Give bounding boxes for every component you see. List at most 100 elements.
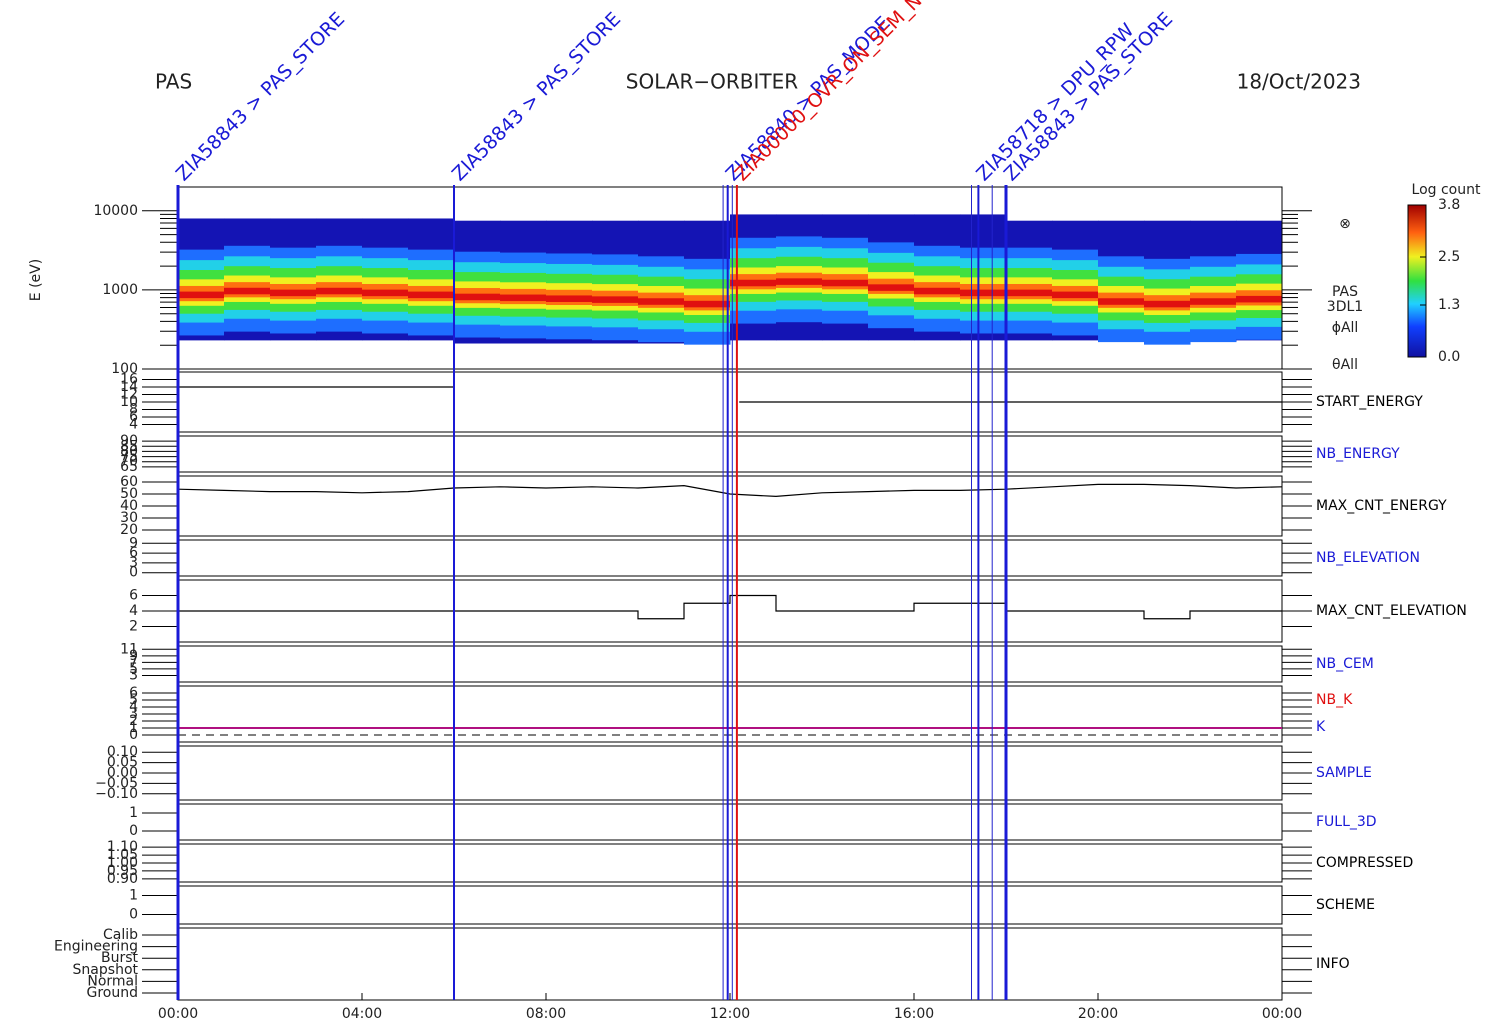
y-tick-label: 2 (129, 619, 138, 635)
y-tick-label: 0.90 (107, 871, 138, 887)
y-tick-label: 1 (129, 805, 138, 821)
spectrogram-band (316, 287, 363, 295)
panel-label: NB_K (1316, 692, 1353, 708)
colorbar-tick-label: 1.3 (1438, 297, 1460, 313)
panel-label: MAX_CNT_ENERGY (1316, 498, 1447, 514)
y-tick-label: 5 (129, 692, 138, 708)
y-tick-label: 10 (120, 394, 138, 410)
y-tick-label: 20 (120, 522, 138, 538)
y-tick-label: 16 (120, 372, 138, 388)
event-label: ZIA58843 > PAS_STORE (448, 8, 625, 185)
y-tick-label: 0.95 (107, 863, 138, 879)
spectrogram-band (776, 278, 823, 285)
panel-line (178, 594, 1282, 620)
y-tick-label: 11 (120, 641, 138, 657)
y-tick-label: 0.00 (107, 765, 138, 781)
spectrogram-band (684, 300, 731, 308)
panel-label: FULL_3D (1316, 814, 1377, 830)
spectrogram-band (500, 294, 547, 302)
panel-line (177, 483, 1283, 498)
spectrogram-band (454, 293, 501, 301)
y-tick-label: 1 (129, 720, 138, 736)
y-tick-label: 3 (129, 667, 138, 683)
y-tick-label: 80 (120, 443, 138, 459)
y-tick-label: −0.05 (95, 775, 138, 791)
y-tick-label: 85 (120, 438, 138, 454)
y-tick-label: Normal (87, 973, 138, 989)
spectrogram-band (1190, 298, 1237, 305)
panel-frame (177, 745, 1283, 801)
y-tick-label: 6 (129, 588, 138, 604)
panel-label: SCHEME (1316, 897, 1375, 913)
spectrogram-band (1098, 298, 1145, 305)
header-left: PAS (155, 70, 192, 94)
y-tick-label: 50 (120, 486, 138, 502)
y-tick-label: 0 (129, 565, 138, 581)
spectrogram-band (960, 289, 1007, 297)
y-tick-label: 70 (120, 454, 138, 470)
y-tick-label: 0.05 (107, 755, 138, 771)
y-tick-label: 6 (129, 545, 138, 561)
y-tick-label: 14 (120, 379, 138, 395)
spectrogram-band (1236, 295, 1283, 303)
y-tick-label: 0.10 (107, 744, 138, 760)
x-tick-label: 08:00 (526, 1006, 566, 1020)
y-tick-label: −0.10 (95, 786, 138, 802)
x-tick-label: 16:00 (894, 1006, 934, 1020)
y-tick-label: 9 (129, 648, 138, 664)
y-tick-label: Burst (101, 950, 139, 966)
panel-label: NB_CEM (1316, 656, 1374, 672)
spectrogram-label: θAll (1332, 357, 1358, 373)
panel-frame (177, 435, 1283, 473)
y-tick-label: Calib (103, 927, 138, 943)
spectrogram-band (868, 284, 915, 291)
panel-label: MAX_CNT_ELEVATION (1316, 603, 1467, 619)
spectrogram-band (224, 287, 271, 295)
spectrogram-label: ϕAll (1332, 320, 1359, 336)
y-tick-label: 3 (129, 555, 138, 571)
spectrogram-label: PAS (1332, 284, 1358, 300)
y-tick-label: 1 (129, 888, 138, 904)
colorbar-tick-label: 0.0 (1438, 349, 1460, 365)
y-tick-label: 7 (129, 654, 138, 670)
y-tick-label: 1.10 (107, 839, 138, 855)
y-tick-label: 90 (120, 433, 138, 449)
y-tick-label: 5 (129, 661, 138, 677)
colorbar (1407, 204, 1427, 358)
y-tick-label: 9 (129, 535, 138, 551)
panel-label: START_ENERGY (1316, 394, 1423, 410)
y-tick-label: 30 (120, 510, 138, 526)
y-tick-label: 3 (129, 706, 138, 722)
x-tick-label: 12:00 (710, 1006, 750, 1020)
event-label: ZIA58843 > PAS_STORE (1000, 8, 1177, 185)
panel-frame (177, 645, 1283, 683)
y-tick-label: 65 (120, 459, 138, 475)
colorbar-tick-label: 3.8 (1438, 197, 1460, 213)
panel-frame (177, 803, 1283, 841)
y-tick-label: 40 (120, 498, 138, 514)
panel-label: INFO (1316, 956, 1350, 972)
spectrogram-band (914, 287, 961, 295)
spectrogram-band (730, 279, 777, 287)
x-tick-label: 00:00 (158, 1006, 198, 1020)
panel-frame (177, 927, 1283, 1001)
spectrogram-band (592, 296, 639, 303)
colorbar-tick-label: 2.5 (1438, 249, 1460, 265)
y-axis-label: E (eV) (28, 259, 44, 301)
y-tick-label: 8 (129, 402, 138, 418)
y-tick-label: 2 (129, 713, 138, 729)
y-tick-label: 4 (129, 417, 138, 433)
y-tick-label: 0 (129, 907, 138, 923)
spectrogram-band (362, 289, 409, 297)
spectrogram-band (1144, 300, 1191, 308)
panel-frame (177, 885, 1283, 925)
y-tick-label: 10000 (93, 203, 138, 219)
y-tick-label: 0 (129, 727, 138, 743)
panel-frame (177, 539, 1283, 577)
spectrogram-band (178, 291, 225, 299)
y-tick-label: 75 (120, 449, 138, 465)
x-tick-label: 20:00 (1078, 1006, 1118, 1020)
y-tick-label: Snapshot (73, 962, 139, 978)
y-tick-label: Engineering (54, 939, 138, 955)
